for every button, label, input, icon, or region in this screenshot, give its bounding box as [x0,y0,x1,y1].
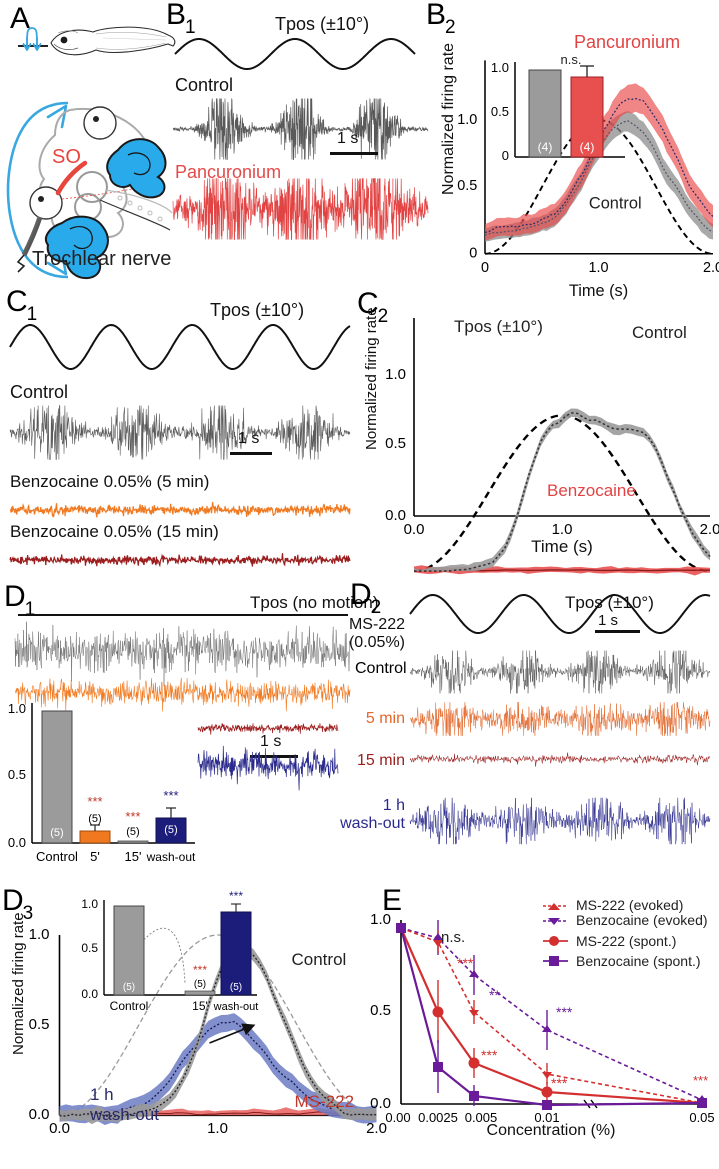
svg-text:0.0: 0.0 [29,1106,50,1123]
svg-text:MS-222 (spont.): MS-222 (spont.) [576,933,676,949]
svg-text:wash-out: wash-out [146,850,196,864]
svg-text:Time (s): Time (s) [569,282,628,300]
svg-text:SO: SO [52,146,81,168]
svg-text:0.05: 0.05 [689,1110,714,1125]
svg-text:***: *** [163,788,178,803]
svg-text:(4): (4) [580,140,595,154]
svg-text:0: 0 [481,260,489,276]
svg-text:Control: Control [632,323,687,342]
svg-text:2.0: 2.0 [366,1120,387,1137]
svg-text:n.s.: n.s. [561,52,582,67]
svg-text:***: *** [229,889,243,903]
svg-text:***: *** [87,794,102,809]
svg-text:Control: Control [36,849,78,864]
svg-text:***: *** [125,809,140,824]
svg-text:n.s.: n.s. [441,929,465,946]
svg-text:0.5: 0.5 [29,1016,50,1033]
svg-text:1.0: 1.0 [588,260,608,276]
svg-text:0.5: 0.5 [370,1002,391,1019]
svg-text:1.0: 1.0 [370,911,391,928]
svg-text:(5): (5) [194,979,206,990]
svg-text:1.0: 1.0 [552,521,573,538]
svg-text:2.0: 2.0 [700,521,719,538]
svg-text:2.0: 2.0 [703,260,719,276]
svg-text:Benzocaine (spont.): Benzocaine (spont.) [576,953,701,969]
svg-text:1.0: 1.0 [8,701,26,716]
svg-text:1.0: 1.0 [385,366,406,383]
svg-text:0.0: 0.0 [81,987,98,1001]
svg-text:MS-222 (evoked): MS-222 (evoked) [576,897,683,913]
svg-text:***: *** [457,955,474,971]
svg-text:0.0: 0.0 [49,1120,70,1137]
svg-text:Benzocaine (evoked): Benzocaine (evoked) [576,912,708,928]
svg-text:***: *** [193,963,207,977]
svg-text:(5): (5) [50,827,63,839]
svg-text:Control: Control [110,999,149,1013]
svg-text:(5): (5) [164,824,177,836]
svg-text:0: 0 [469,246,477,262]
svg-text:Benzocaine: Benzocaine [547,481,636,500]
svg-text:***: *** [693,1073,708,1088]
svg-text:Concentration (%): Concentration (%) [487,1122,616,1139]
svg-text:0.5: 0.5 [491,104,509,119]
svg-text:0.5: 0.5 [8,767,26,782]
svg-text:MS-222: MS-222 [295,1092,355,1111]
svg-text:Control: Control [589,195,642,213]
svg-text:Time (s): Time (s) [531,537,593,556]
svg-text:***: *** [481,1047,498,1063]
svg-text:0.0: 0.0 [8,835,26,850]
svg-text:0.00: 0.00 [385,1110,410,1125]
svg-text:0.5: 0.5 [81,941,98,955]
svg-text:1.0: 1.0 [29,926,50,943]
svg-text:(5): (5) [126,826,139,838]
svg-text:(4): (4) [538,140,553,154]
svg-text:15': 15' [192,999,208,1013]
svg-text:(5): (5) [230,982,242,993]
svg-text:15': 15' [125,849,142,864]
svg-text:0: 0 [502,148,509,163]
svg-text:0.5: 0.5 [385,435,406,452]
svg-text:1.0: 1.0 [457,112,477,128]
svg-text:Control: Control [292,950,347,969]
svg-text:0.5: 0.5 [457,178,477,194]
svg-text:1.0: 1.0 [491,60,509,75]
svg-text:5': 5' [90,849,100,864]
svg-text:Tpos (±10°): Tpos (±10°) [454,317,543,336]
svg-text:0.0: 0.0 [404,521,425,538]
svg-text:(5): (5) [88,813,101,825]
svg-text:***: *** [551,1075,568,1091]
svg-text:1.0: 1.0 [81,897,98,911]
svg-text:0.0025: 0.0025 [418,1110,458,1125]
svg-text:***: *** [556,1004,573,1020]
svg-text:1.0: 1.0 [207,1120,228,1137]
svg-text:wash-out: wash-out [213,1001,259,1013]
svg-text:**: ** [489,987,500,1003]
svg-text:(5): (5) [123,982,135,993]
